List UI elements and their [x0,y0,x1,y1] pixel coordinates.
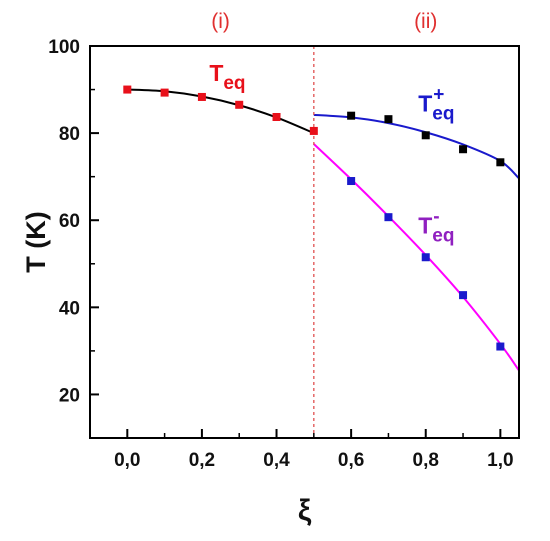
series-label-subscript: eq [432,225,454,246]
series-label-superscript: + [433,84,444,105]
x-tick-label: 0,0 [114,450,140,471]
x-tick-label: 0,8 [413,450,439,471]
x-tick-label: 0,4 [263,450,290,471]
x-axis-title: ξ [298,494,312,527]
data-point [272,112,281,121]
y-tick-label: 60 [59,211,80,232]
series-label-subscript: eq [432,103,454,124]
data-point [197,92,206,101]
series-label-subscript: eq [223,73,245,94]
y-axis-title: T (K) [21,211,51,272]
series-label-main: T [418,212,432,238]
x-tick-label: 0,6 [338,450,364,471]
data-point [347,177,356,186]
data-point [496,342,505,351]
series-label-superscript: - [433,206,439,227]
data-point [123,85,132,94]
series-label-main: T [418,90,432,116]
plot-frame [89,45,520,439]
y-tick-label: 40 [59,298,80,319]
region-labels: (i) (ii) [211,10,437,33]
y-tick-label: 20 [59,385,80,406]
data-point [347,111,356,120]
region-label: (ii) [414,10,437,33]
x-tick-label: 0,2 [189,450,215,471]
fit-curve [127,88,315,135]
region-label: (i) [211,10,230,33]
data-point [459,291,468,300]
fit-curves [127,88,520,372]
data-point [160,88,169,97]
fit-curve [313,113,520,180]
data-point [384,213,393,222]
x-tick-label: 1,0 [487,450,513,471]
data-point [235,100,244,109]
data-point [421,131,430,140]
data-point [384,115,393,124]
data-point [459,145,468,154]
x-axis-ticks: 0,0 0,2 0,4 0,6 0,8 1,0 [89,429,514,471]
y-axis-ticks: 20 40 60 80 100 [48,37,99,439]
data-point [496,158,505,167]
data-points [123,85,505,351]
series-label-main: T [209,60,223,86]
y-tick-label: 80 [59,124,80,145]
data-point [421,253,430,262]
y-tick-label: 100 [48,37,80,58]
data-point [309,126,318,135]
fit-curve [313,143,520,372]
